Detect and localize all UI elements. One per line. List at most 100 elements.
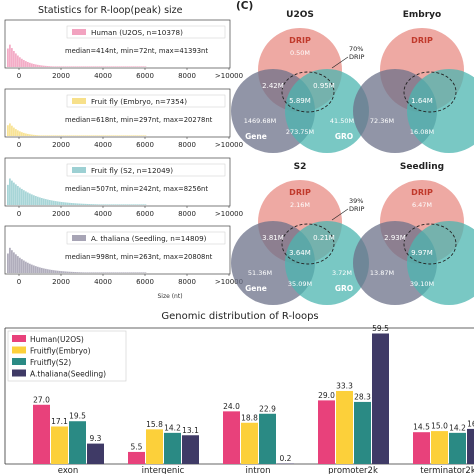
histogram-bar	[26, 192, 29, 205]
bar-value-label: 5.5	[131, 442, 143, 451]
histogram-bar	[24, 261, 27, 273]
histogram-bar	[64, 202, 67, 205]
venn-gene-only: 13.87M	[370, 269, 394, 277]
histogram-bar	[98, 135, 101, 136]
bar	[87, 443, 104, 464]
histogram-bar	[126, 66, 129, 67]
bar	[33, 404, 50, 464]
histogram-bar	[140, 272, 143, 273]
histogram-bar	[140, 66, 143, 67]
histogram-legend-label: Human (U2OS, n=10378)	[91, 28, 183, 37]
histogram-bar	[72, 66, 75, 67]
histogram-bar	[46, 269, 49, 273]
venn-drip-label: DRIP	[289, 36, 311, 45]
venn-gene-label: Gene	[245, 284, 267, 293]
histogram-bar	[10, 250, 13, 273]
bar-legend-label: Fruitfly(S2)	[30, 358, 71, 367]
histogram-bar	[132, 204, 135, 205]
histogram-bar	[110, 204, 113, 205]
histogram-bar	[118, 204, 121, 205]
histogram-bar	[40, 198, 43, 205]
histogram-bar	[34, 266, 37, 273]
histogram-bar	[130, 135, 133, 136]
histogram-bar	[100, 204, 103, 205]
histogram-bar	[60, 66, 63, 67]
histogram-bar	[144, 272, 147, 273]
histogram-bar	[134, 272, 137, 273]
histogram-bar	[22, 260, 25, 273]
histogram-bar	[106, 204, 109, 205]
histogram-bar	[20, 188, 23, 205]
histogram-bar	[84, 135, 87, 136]
histogram-bar	[62, 271, 65, 273]
category-label: intron	[246, 466, 271, 474]
histogram-bar	[32, 134, 35, 136]
venn-gro-only: 41.50M	[330, 117, 354, 125]
histogram-bar	[32, 265, 35, 273]
histogram-bar	[36, 196, 39, 205]
histogram-bar	[140, 135, 143, 136]
histogram-bar	[108, 66, 111, 67]
histogram-bar	[128, 66, 131, 67]
histogram-bar	[72, 203, 75, 205]
category-label: promoter2k	[328, 466, 378, 474]
venn-note-pointer	[331, 208, 349, 221]
histogram-legend	[66, 163, 226, 177]
bar	[128, 451, 145, 464]
histogram-bar	[44, 199, 47, 205]
histogram-legend-swatch	[72, 29, 86, 35]
histogram-bar	[60, 201, 63, 205]
histogram-bar	[44, 65, 47, 67]
histogram-bar	[56, 66, 59, 67]
bar-value-label: 9.3	[90, 434, 102, 443]
bar-value-label: 14.2	[164, 423, 181, 432]
category-label: terminator2k	[420, 466, 474, 474]
histogram-bar	[64, 135, 67, 136]
bar-legend-label: Fruitfly(Embryo)	[30, 347, 91, 356]
histogram-bar	[60, 271, 63, 273]
bar	[164, 432, 181, 464]
histogram-bar	[12, 50, 15, 67]
venn-gro-circle	[407, 221, 474, 305]
histogram-bar	[7, 48, 9, 67]
bar	[372, 333, 389, 464]
histogram-bar	[30, 264, 33, 273]
histogram-bar	[26, 133, 29, 136]
bar	[449, 432, 466, 464]
histogram-tick-label: 4000	[94, 72, 112, 80]
histogram-bar	[38, 267, 41, 273]
histogram-bar	[122, 135, 125, 136]
histogram-bar	[68, 66, 71, 67]
histogram-bar	[106, 272, 109, 273]
venn-gro-label: GRO	[335, 284, 353, 293]
histogram-bar	[106, 135, 109, 136]
histogram-bar	[24, 133, 27, 136]
histogram-bar	[16, 256, 19, 273]
histogram-bar	[20, 259, 23, 273]
histogram-bar	[72, 271, 75, 273]
histogram-bar	[114, 66, 117, 67]
histogram-bar	[30, 134, 33, 136]
bar	[69, 421, 86, 464]
histogram-bar	[92, 272, 95, 273]
bar	[413, 432, 430, 464]
histogram-bar	[130, 272, 133, 273]
histogram-bar	[126, 135, 129, 136]
bar-value-label: 17.1	[51, 417, 68, 426]
venn-dashed-region	[281, 71, 335, 113]
bar	[431, 431, 448, 464]
histogram-tick-label: >10000	[215, 72, 243, 80]
histogram-bar	[56, 270, 59, 273]
venn-note-pointer	[331, 56, 349, 69]
venn-gro-circle	[285, 69, 369, 153]
histogram-bar	[80, 66, 83, 67]
histogram-bar	[60, 135, 63, 136]
histogram-bar	[112, 66, 115, 67]
histogram-legend-swatch	[72, 235, 86, 241]
histogram-bar	[64, 271, 67, 273]
venn-drip-label: DRIP	[289, 188, 311, 197]
bar	[223, 411, 240, 464]
bar-value-label: 28.3	[354, 392, 371, 401]
venn-center: 5.89M	[289, 97, 311, 105]
